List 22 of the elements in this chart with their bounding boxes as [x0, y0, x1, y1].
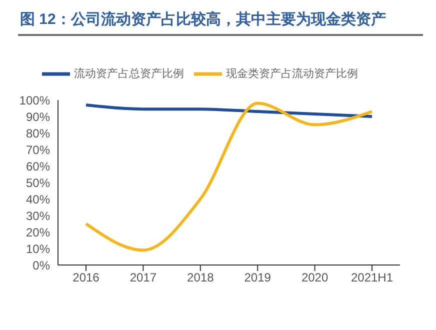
- legend-label: 流动资产占总资产比例: [74, 68, 184, 80]
- x-tick-label: 2018: [187, 270, 214, 285]
- y-tick-label: 100%: [19, 93, 50, 108]
- y-tick-label: 50%: [26, 176, 50, 190]
- y-tick-label: 80%: [26, 126, 50, 140]
- y-tick-label: 20%: [26, 225, 50, 240]
- y-tick-label: 0%: [32, 258, 50, 272]
- x-tick-label: 2019: [244, 270, 272, 285]
- y-tick-label: 70%: [26, 142, 50, 157]
- line-series: [84, 103, 374, 118]
- y-tick-label: 90%: [26, 110, 50, 124]
- y-tick-label: 60%: [26, 159, 50, 174]
- y-tick-label: 10%: [26, 242, 50, 256]
- x-tick-label: 2021H1: [350, 270, 394, 285]
- chart-title: 图 12：公司流动资产占比较高，其中主要为现金类资产: [20, 10, 386, 29]
- y-tick-label: 40%: [26, 192, 50, 206]
- legend-label: 现金类资产占流动资产比例: [226, 68, 358, 80]
- line-series: [84, 102, 374, 252]
- y-tick-label: 30%: [26, 208, 50, 223]
- x-tick-label: 2016: [72, 270, 100, 285]
- x-tick-label: 2017: [130, 270, 157, 285]
- x-tick-label: 2020: [301, 270, 328, 285]
